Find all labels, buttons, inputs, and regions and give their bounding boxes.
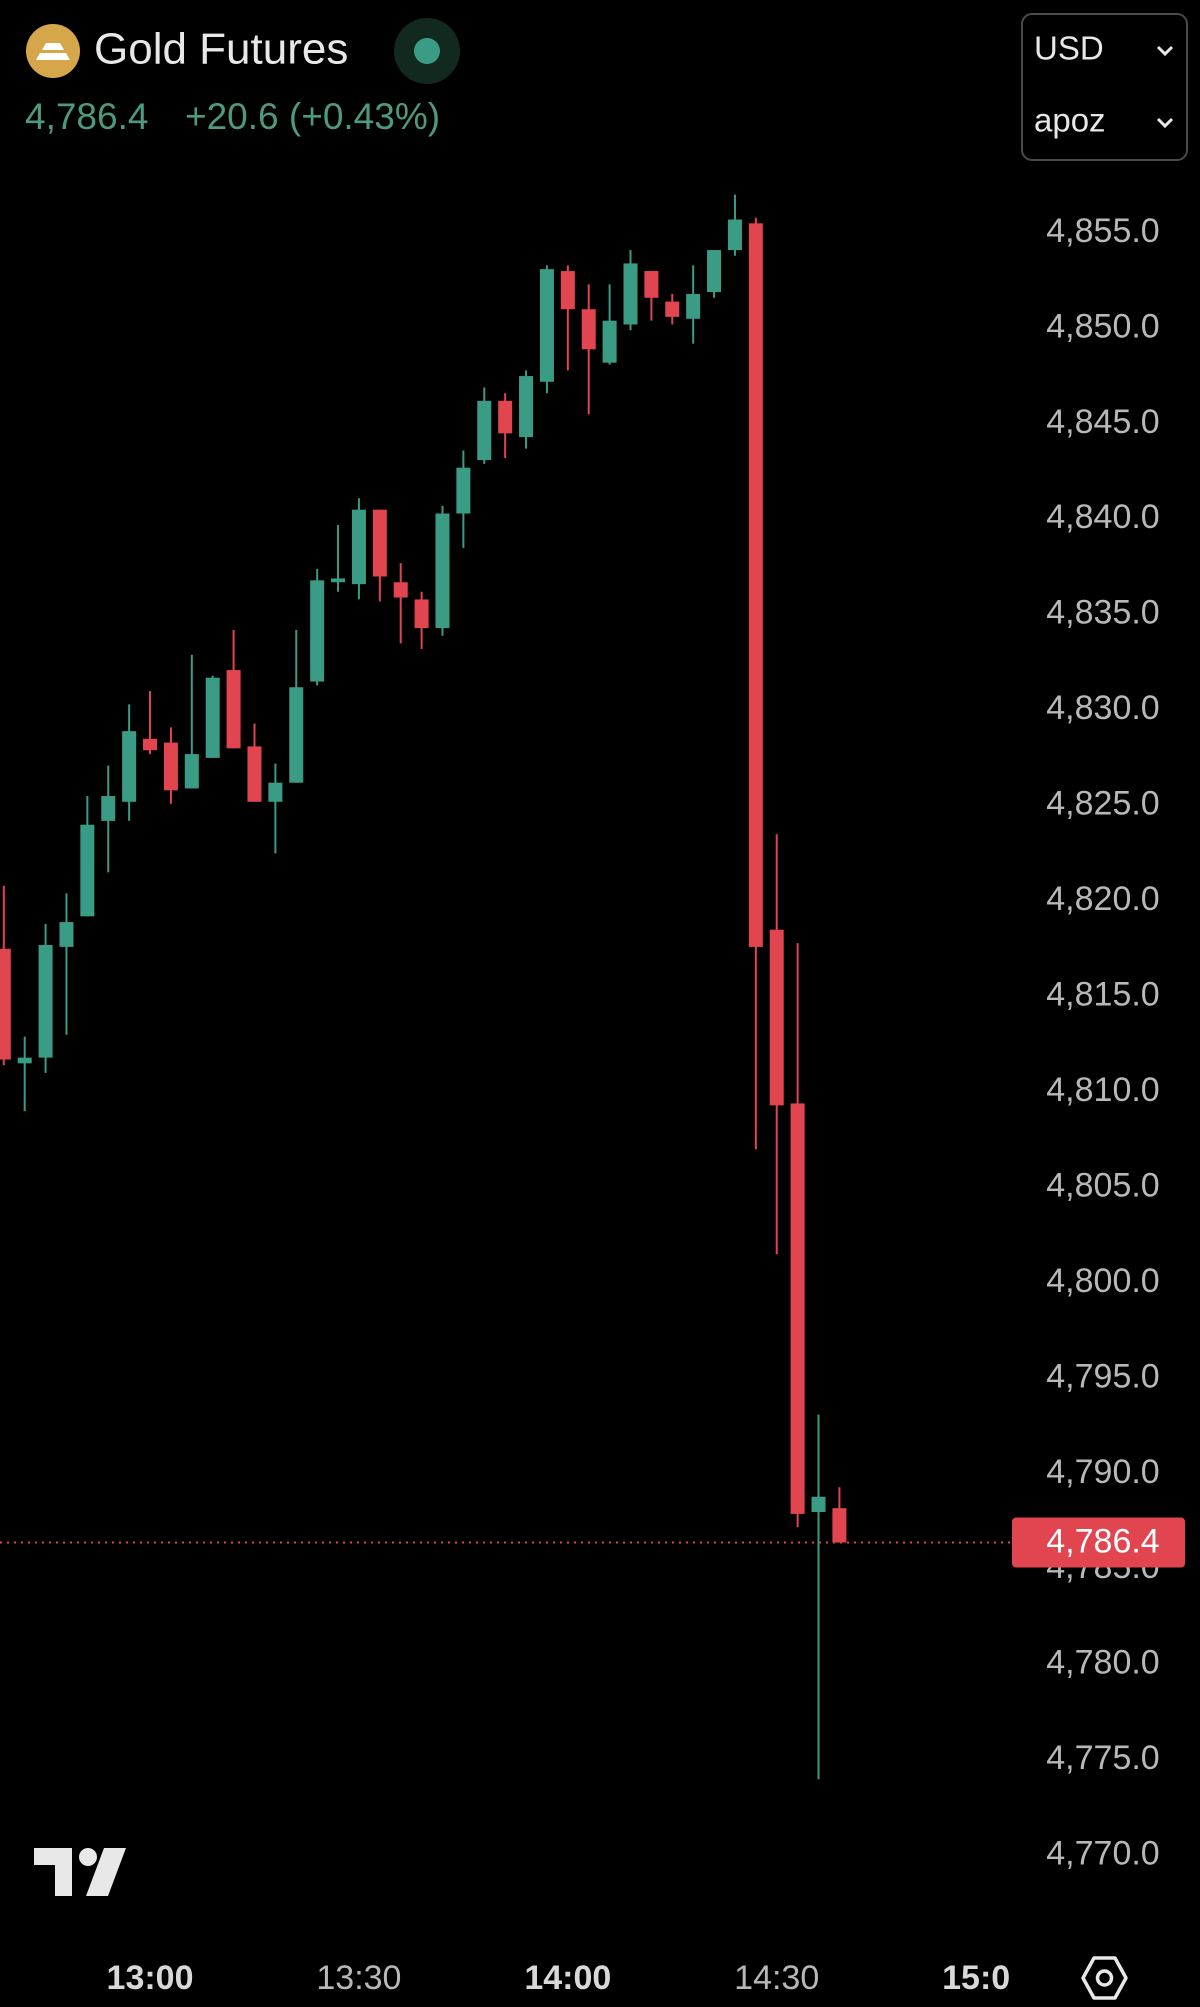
candle-body — [727, 219, 742, 251]
selector-frame — [1021, 13, 1188, 161]
candle-body — [247, 746, 262, 802]
account-selector[interactable]: apoz — [1034, 102, 1174, 139]
y-tick-label: 4,810.0 — [1046, 1071, 1159, 1109]
settings-icon-center — [1095, 1969, 1114, 1987]
y-tick-label: 4,840.0 — [1046, 498, 1159, 536]
selector-box: USD apoz — [1021, 13, 1188, 161]
x-tick-label: 13:30 — [316, 1959, 401, 1997]
chevron — [1156, 117, 1174, 129]
candle-body — [665, 301, 680, 317]
candle-body — [790, 1103, 805, 1514]
account-label: apoz — [1034, 102, 1106, 139]
candle-body — [59, 922, 74, 947]
candle-body — [519, 376, 534, 438]
y-tick-label: 4,850.0 — [1046, 307, 1159, 345]
currency-selector[interactable]: USD — [1034, 30, 1174, 67]
candle-body — [143, 738, 158, 751]
currency-label: USD — [1034, 30, 1104, 67]
plot-area — [0, 194, 847, 1780]
candle-body — [811, 1496, 826, 1512]
y-tick-label: 4,845.0 — [1046, 403, 1159, 441]
candle-body — [163, 742, 178, 791]
candle-body — [602, 320, 617, 363]
logo-part — [86, 1848, 126, 1896]
y-tick-label: 4,780.0 — [1046, 1644, 1159, 1682]
candle-body — [101, 796, 116, 821]
y-tick-label: 4,835.0 — [1046, 594, 1159, 632]
candle-body — [581, 309, 596, 350]
header-price: 4,786.4 — [25, 96, 148, 137]
candle-body — [393, 582, 408, 598]
candle-body — [686, 293, 701, 319]
candle-body — [644, 271, 659, 298]
symbol-icon — [26, 24, 80, 78]
settings-button[interactable] — [1081, 1956, 1128, 2000]
last-price-layer: 4,786.4 — [0, 1517, 1185, 1568]
y-tick-label: 4,805.0 — [1046, 1166, 1159, 1204]
logo-part — [79, 1848, 97, 1866]
x-tick-label: 15:00 — [942, 1959, 1029, 1997]
logo-part — [34, 1848, 72, 1896]
candle-body — [17, 1057, 32, 1064]
y-tick-label: 4,820.0 — [1046, 880, 1159, 918]
candle-body — [623, 263, 638, 325]
candle-body — [372, 509, 387, 577]
y-tick-label: 4,775.0 — [1046, 1739, 1159, 1777]
y-tick-label: 4,855.0 — [1046, 212, 1159, 250]
candle-body — [748, 223, 763, 947]
symbol-title: Gold Futures — [94, 25, 348, 74]
y-tick-label: 4,770.0 — [1046, 1835, 1159, 1873]
candle-body — [539, 269, 554, 382]
candle-body — [38, 944, 53, 1058]
candle-body — [331, 578, 346, 583]
candle-body — [268, 782, 283, 802]
candle-body — [414, 599, 429, 629]
x-tick-label: 14:30 — [734, 1959, 819, 1997]
candle-body — [310, 580, 325, 682]
candle-body — [707, 250, 722, 293]
header-change: +20.6 (+0.43%) — [185, 96, 440, 137]
candle-body — [80, 824, 95, 917]
x-tick-label: 13:00 — [107, 1959, 194, 1997]
y-tick-label: 4,825.0 — [1046, 785, 1159, 823]
candle-body — [498, 400, 513, 434]
candle-body — [122, 731, 137, 802]
symbol-icon-bars — [36, 43, 70, 60]
candle-body — [456, 467, 471, 514]
tradingview-logo[interactable] — [34, 1848, 126, 1896]
market-status-dot — [414, 38, 440, 64]
chevron — [1156, 45, 1174, 57]
settings-icon — [1081, 1956, 1128, 2000]
candle-body — [0, 948, 11, 1060]
y-tick-label: 4,830.0 — [1046, 689, 1159, 727]
candle-body — [351, 509, 366, 585]
candle-body — [769, 929, 784, 1106]
candle-body — [435, 513, 450, 629]
y-tick-label: 4,795.0 — [1046, 1357, 1159, 1395]
candle-body — [226, 670, 241, 749]
x-tick-label: 14:00 — [524, 1959, 611, 1997]
candle-body — [477, 400, 492, 461]
candle-body — [832, 1508, 847, 1543]
y-tick-label: 4,800.0 — [1046, 1262, 1159, 1300]
candle-body — [205, 677, 220, 758]
y-tick-label: 4,815.0 — [1046, 976, 1159, 1014]
candle-body — [184, 754, 199, 789]
y-tick-label: 4,790.0 — [1046, 1453, 1159, 1491]
candle-body — [289, 687, 304, 783]
candle-body — [560, 271, 575, 310]
last-price-box — [1012, 1517, 1185, 1568]
last-price-label: 4,786.4 — [1046, 1523, 1159, 1561]
time-axis: 13:00 13:30 14:00 14:30 15:00 — [107, 1959, 1029, 1997]
symbol-header[interactable]: Gold Futures — [26, 18, 460, 84]
